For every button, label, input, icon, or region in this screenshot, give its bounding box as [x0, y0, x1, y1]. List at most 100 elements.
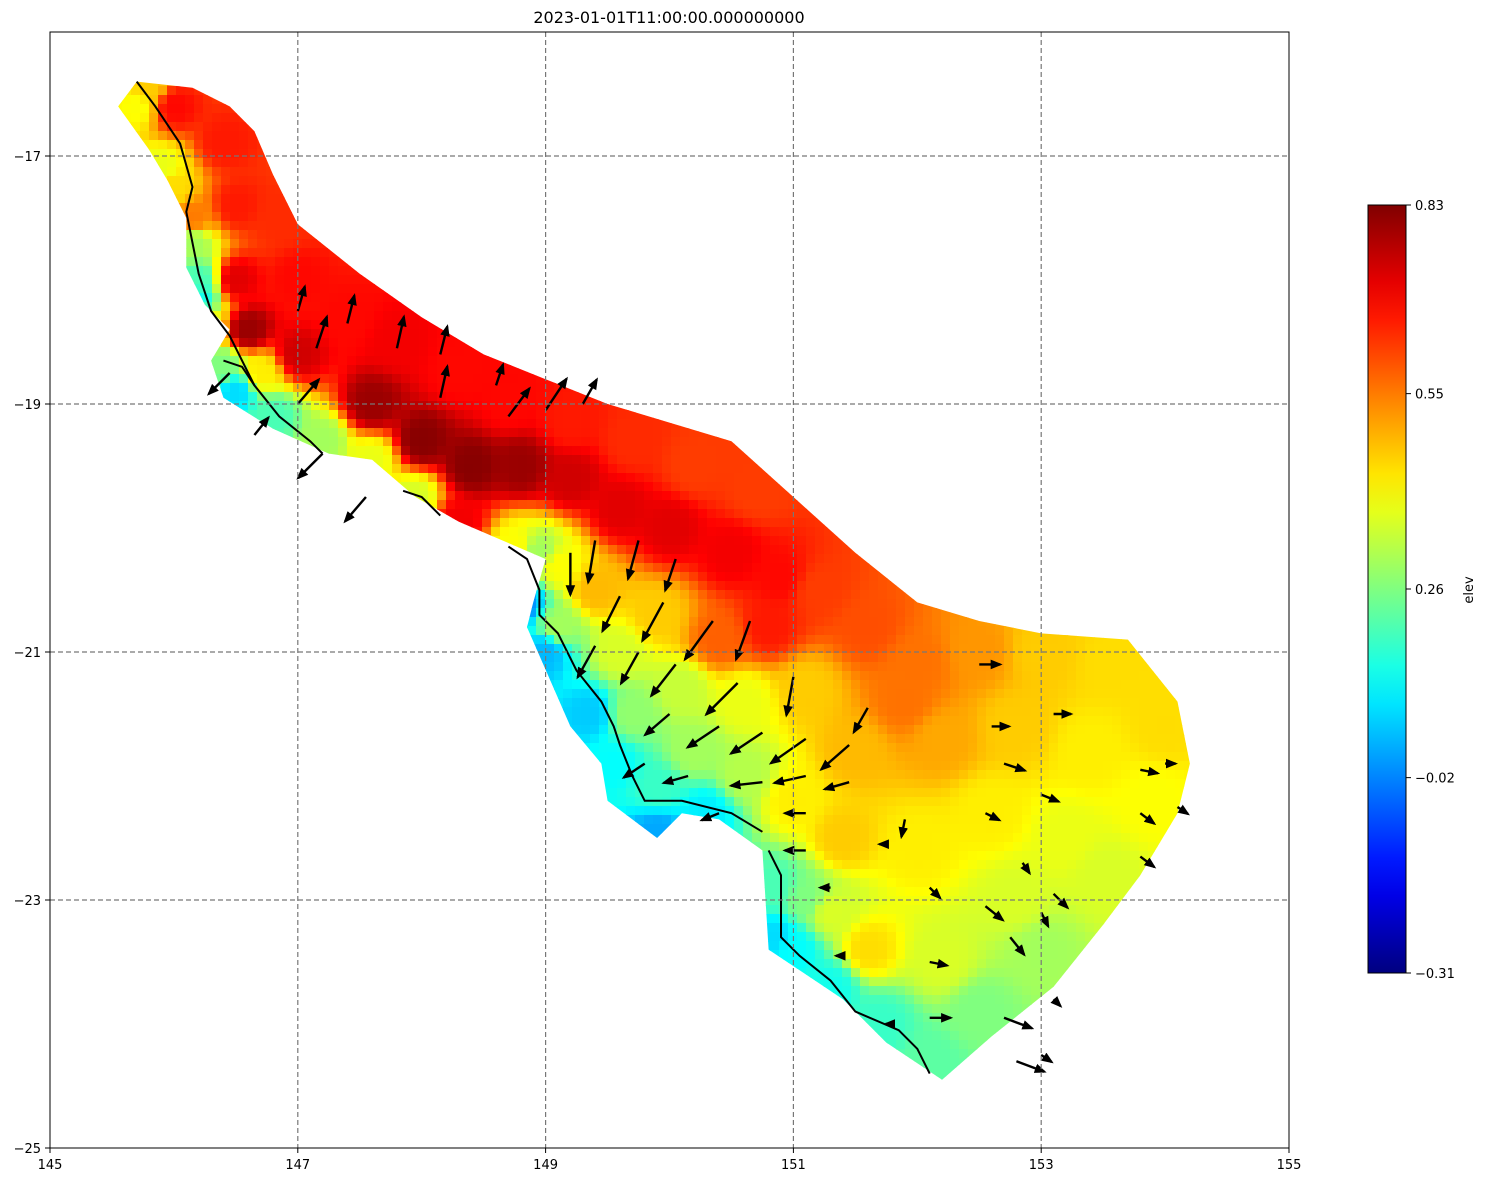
field-cell	[203, 122, 213, 132]
field-cell	[428, 383, 438, 393]
field-cell	[230, 167, 240, 177]
field-cell	[284, 221, 294, 231]
field-cell	[221, 275, 231, 285]
field-cell	[194, 185, 204, 195]
field-cell	[491, 419, 501, 429]
field-cell	[221, 302, 231, 312]
field-cell	[419, 383, 429, 393]
field-cell	[464, 401, 474, 411]
field-cell	[536, 374, 546, 384]
field-cell	[275, 311, 285, 321]
field-cell	[266, 284, 276, 294]
field-cell	[194, 113, 204, 123]
field-cell	[329, 329, 339, 339]
field-cell	[527, 383, 537, 393]
field-cell	[419, 356, 429, 366]
field-cell	[212, 347, 222, 357]
field-cell	[212, 158, 222, 168]
field-cell	[590, 410, 600, 420]
field-cell	[257, 158, 267, 168]
field-cell	[257, 257, 267, 267]
field-cell	[275, 275, 285, 285]
field-cell	[230, 275, 240, 285]
field-cell	[203, 194, 213, 204]
field-cell	[338, 347, 348, 357]
field-cell	[428, 392, 438, 402]
field-cell	[392, 419, 402, 429]
field-cell	[383, 329, 393, 339]
field-cell	[527, 419, 537, 429]
field-cell	[572, 410, 582, 420]
field-cell	[338, 392, 348, 402]
field-cell	[203, 257, 213, 267]
field-cell	[284, 401, 294, 411]
field-cell	[410, 347, 420, 357]
field-cell	[410, 392, 420, 402]
field-cell	[320, 356, 330, 366]
field-cell	[239, 149, 249, 159]
field-cell	[248, 140, 258, 150]
field-cell	[257, 320, 267, 330]
field-cell	[194, 194, 204, 204]
field-cell	[491, 356, 501, 366]
field-cell	[500, 374, 510, 384]
field-cell	[167, 122, 177, 132]
field-cell	[239, 194, 249, 204]
field-cell	[401, 347, 411, 357]
field-cell	[428, 419, 438, 429]
field-cell	[428, 347, 438, 357]
field-cell	[329, 320, 339, 330]
field-cell	[464, 419, 474, 429]
field-cell	[347, 275, 357, 285]
field-cell	[293, 401, 303, 411]
field-cell	[455, 401, 465, 411]
field-cell	[257, 401, 267, 411]
field-cell	[338, 329, 348, 339]
field-cell	[446, 374, 456, 384]
field-cell	[275, 383, 285, 393]
field-cell	[257, 356, 267, 366]
field-cell	[446, 356, 456, 366]
field-cell	[374, 410, 384, 420]
field-cell	[239, 293, 249, 303]
field-cell	[266, 185, 276, 195]
field-cell	[239, 383, 249, 393]
field-cell	[356, 338, 366, 348]
field-cell	[455, 365, 465, 375]
field-cell	[221, 347, 231, 357]
field-cell	[230, 338, 240, 348]
field-cell	[266, 221, 276, 231]
field-cell	[356, 410, 366, 420]
field-cell	[338, 374, 348, 384]
field-cell	[374, 302, 384, 312]
field-cell	[185, 140, 195, 150]
field-cell	[257, 284, 267, 294]
field-cell	[302, 329, 312, 339]
field-cell	[428, 329, 438, 339]
field-cell	[158, 104, 168, 114]
field-cell	[284, 275, 294, 285]
field-cell	[311, 266, 321, 276]
field-cell	[176, 167, 186, 177]
field-cell	[194, 230, 204, 240]
field-cell	[446, 410, 456, 420]
field-cell	[311, 284, 321, 294]
field-cell	[509, 410, 519, 420]
field-cell	[203, 149, 213, 159]
field-cell	[239, 347, 249, 357]
field-cell	[482, 365, 492, 375]
field-cell	[410, 401, 420, 411]
field-cell	[185, 203, 195, 213]
field-cell	[419, 338, 429, 348]
field-cell	[527, 410, 537, 420]
field-cell	[239, 131, 249, 141]
field-cell	[140, 131, 150, 141]
field-cell	[491, 383, 501, 393]
field-cell	[446, 383, 456, 393]
field-cell	[599, 410, 609, 420]
field-cell	[347, 365, 357, 375]
field-cell	[320, 284, 330, 294]
field-cell	[392, 374, 402, 384]
field-cell	[410, 410, 420, 420]
field-cell	[446, 338, 456, 348]
